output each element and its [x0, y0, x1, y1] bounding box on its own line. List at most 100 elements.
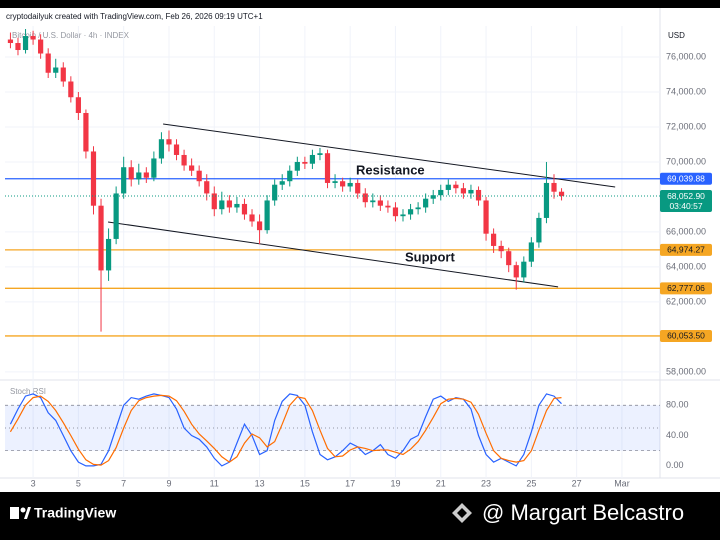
candle-body — [7, 39, 14, 44]
candle-body — [551, 182, 557, 192]
x-tick-label: 17 — [345, 478, 355, 488]
candle-body — [234, 203, 240, 208]
y-tick-label: 58,000.00 — [666, 366, 706, 376]
level-label-box — [660, 282, 712, 295]
candle-body — [189, 165, 195, 171]
x-tick-label: 5 — [76, 478, 81, 488]
candle-body — [294, 161, 300, 171]
stoch-line — [9, 394, 562, 466]
candle-body — [166, 139, 172, 145]
candle-body — [317, 153, 323, 155]
x-tick-label: 9 — [166, 478, 171, 488]
x-tick-label: 15 — [300, 478, 310, 488]
candle-body — [347, 182, 353, 187]
x-tick-label: 11 — [210, 478, 219, 488]
candle-body — [430, 195, 436, 199]
candle-body — [370, 200, 376, 203]
level-label-box — [660, 172, 712, 185]
candle-body — [98, 205, 104, 271]
candle-body — [407, 209, 414, 215]
candle-body — [211, 193, 217, 210]
candle-body — [113, 193, 119, 239]
candle-body — [528, 242, 534, 262]
candle-body — [475, 189, 482, 201]
candle-body — [453, 184, 459, 189]
currency: USD — [668, 31, 685, 40]
stoch-line — [9, 393, 562, 467]
candle-body — [468, 189, 474, 194]
candle-body — [15, 43, 21, 51]
candle-body — [445, 184, 451, 190]
last-price-label: 68,052.90 — [667, 191, 705, 201]
band — [5, 405, 660, 451]
candle-body — [226, 200, 232, 208]
trendline — [107, 221, 559, 288]
y-tick-label: 0.00 — [666, 460, 684, 470]
candle-body — [279, 181, 285, 185]
candle-body — [400, 214, 406, 217]
indicator-title: Stoch RSI — [10, 387, 46, 396]
candle-body — [423, 198, 429, 208]
candle-body — [249, 214, 255, 222]
y-tick-label: 76,000.00 — [666, 51, 706, 61]
candle-body — [196, 170, 202, 182]
y-tick-label: 74,000.00 — [666, 86, 706, 96]
candle-body — [68, 81, 74, 98]
candle-body — [491, 233, 497, 246]
x-tick-label: Mar — [614, 478, 630, 488]
y-tick-label: 66,000.00 — [666, 226, 706, 236]
level-label-box — [660, 243, 712, 256]
y-tick-label: 80.00 — [666, 400, 689, 410]
candle-body — [324, 153, 331, 183]
last-price-box — [660, 190, 712, 213]
candle-body — [332, 181, 338, 183]
candle-body — [143, 172, 149, 178]
candle-body — [136, 172, 142, 180]
candle-body — [536, 217, 542, 243]
y-tick-label: 70,000.00 — [666, 156, 706, 166]
candle-body — [521, 261, 527, 278]
candle-body — [385, 205, 391, 208]
candle-body — [158, 139, 165, 159]
candle-body — [377, 200, 383, 206]
candle-body — [543, 182, 550, 218]
level-label-box — [660, 329, 712, 342]
annotation: Resistance — [356, 162, 425, 177]
candle-body — [256, 221, 263, 231]
trendline — [163, 123, 616, 188]
candle-body — [483, 200, 489, 234]
symbol-title: Bitcoin / U.S. Dollar · 4h · INDEX — [12, 31, 130, 40]
candle-body — [264, 200, 270, 231]
x-tick-label: 3 — [31, 478, 36, 488]
x-tick-label: 23 — [481, 478, 491, 488]
candle-body — [498, 245, 504, 252]
candle-body — [219, 200, 225, 210]
x-tick-label: 21 — [436, 478, 446, 488]
candle-body — [415, 207, 421, 210]
candle-body — [513, 265, 519, 278]
candle-body — [241, 203, 248, 215]
footer-logo — [10, 507, 31, 519]
level-label: 62,777.06 — [667, 283, 705, 293]
candle-body — [30, 36, 36, 40]
candle-body — [287, 170, 293, 182]
logo-mark — [10, 507, 19, 519]
candle-body — [38, 39, 44, 54]
y-tick-label: 40.00 — [666, 430, 689, 440]
candle-body — [272, 184, 278, 201]
y-tick-label: 64,000.00 — [666, 261, 706, 271]
candle-body — [340, 181, 346, 187]
level-label: 64,974.27 — [667, 245, 705, 255]
candle-body — [151, 158, 157, 178]
candle-body — [438, 189, 444, 196]
candle-body — [309, 154, 316, 164]
candle-body — [53, 67, 59, 73]
candle-body — [204, 181, 210, 194]
logo-mark — [24, 507, 31, 519]
candle-body — [83, 112, 89, 152]
candle-body — [121, 167, 127, 194]
candle-body — [45, 53, 51, 73]
x-tick-label: 25 — [526, 478, 536, 488]
candle-body — [75, 97, 81, 113]
